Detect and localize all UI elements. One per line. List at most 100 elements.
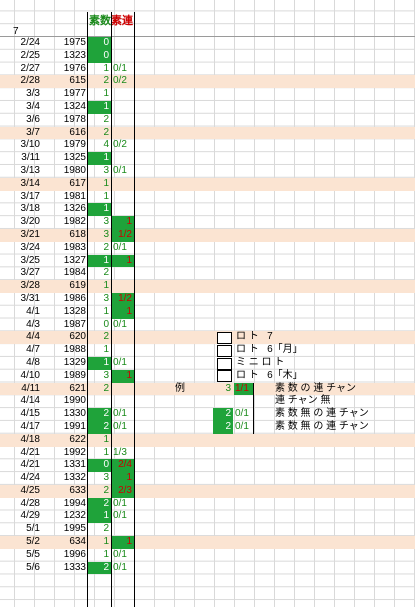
prime-streak-cell[interactable]: 1	[112, 216, 134, 229]
draw-number-cell[interactable]: 1980	[63, 164, 86, 176]
prime-count-cell[interactable]: 1	[88, 356, 111, 370]
prime-streak-cell[interactable]	[112, 127, 134, 140]
date-cell[interactable]: 4/7	[26, 344, 40, 356]
draw-number-cell[interactable]: 619	[69, 280, 86, 292]
table-row[interactable]: 4/7 1988 1	[0, 344, 415, 357]
date-cell[interactable]: 3/13	[20, 164, 40, 176]
table-row[interactable]: 3/7 616 2	[0, 126, 415, 140]
prime-count-cell[interactable]: 2	[103, 241, 109, 253]
prime-count-cell[interactable]: 1	[103, 433, 109, 445]
table-row[interactable]: 2/24 1975 0	[0, 37, 415, 50]
date-cell[interactable]: 3/25	[20, 254, 40, 266]
header-prime-count[interactable]: 素数	[89, 15, 111, 27]
prime-streak-cell[interactable]: 0/2	[113, 75, 127, 87]
draw-number-cell[interactable]: 1327	[63, 254, 86, 266]
table-row[interactable]: 3/17 1981 1	[0, 191, 415, 204]
table-row[interactable]: 4/14 1990	[0, 395, 415, 408]
date-cell[interactable]: 4/15	[20, 408, 40, 420]
draw-number-cell[interactable]: 1331	[63, 459, 86, 471]
prime-count-cell[interactable]: 1	[103, 305, 109, 317]
table-row[interactable]: 4/25 633 2 2/3	[0, 484, 415, 498]
draw-number-cell[interactable]: 1975	[63, 37, 86, 48]
date-cell[interactable]: 3/6	[26, 113, 40, 125]
date-cell[interactable]: 2/28	[20, 75, 40, 87]
prime-count-cell[interactable]: 1	[103, 446, 109, 458]
prime-streak-cell[interactable]	[112, 331, 134, 344]
date-cell[interactable]: 4/25	[20, 484, 40, 496]
draw-number-cell[interactable]: 1996	[63, 548, 86, 560]
prime-count-cell[interactable]: 3	[103, 228, 109, 240]
table-row[interactable]: 3/13 1980 3 0/1	[0, 165, 415, 178]
prime-count-cell[interactable]: 2	[103, 331, 109, 343]
date-cell[interactable]: 3/20	[20, 216, 40, 228]
prime-streak-cell[interactable]	[112, 50, 134, 63]
prime-streak-cell[interactable]	[112, 280, 134, 293]
date-cell[interactable]: 4/21	[20, 459, 40, 471]
prime-count-cell[interactable]: 0	[88, 37, 111, 50]
prime-streak-cell[interactable]: 1	[112, 369, 134, 383]
table-row[interactable]: 4/1 1328 1 1	[0, 305, 415, 319]
draw-number-cell[interactable]: 1325	[63, 152, 86, 164]
date-cell[interactable]: 4/8	[26, 356, 40, 368]
table-row[interactable]: 4/21 1331 0 2/4	[0, 459, 415, 473]
table-row[interactable]: 4/21 1992 1 1/3	[0, 447, 415, 460]
date-cell[interactable]: 2/27	[20, 62, 40, 74]
draw-number-cell[interactable]: 1981	[63, 190, 86, 202]
prime-count-cell[interactable]: 2	[103, 523, 109, 535]
date-cell[interactable]: 4/24	[20, 472, 40, 484]
draw-number-cell[interactable]: 1992	[63, 446, 86, 458]
date-cell[interactable]: 3/10	[20, 139, 40, 151]
date-cell[interactable]: 4/3	[26, 318, 40, 330]
prime-count-cell[interactable]: 2	[103, 484, 109, 496]
prime-count-cell[interactable]: 3	[103, 292, 109, 304]
prime-count-cell[interactable]: 1	[103, 536, 109, 548]
date-cell[interactable]: 4/28	[20, 497, 40, 509]
table-row[interactable]: 4/28 1994 2 0/1	[0, 497, 415, 511]
draw-number-cell[interactable]: 1332	[63, 472, 86, 484]
table-row[interactable]: 3/27 1984 2	[0, 267, 415, 280]
prime-streak-cell[interactable]	[112, 267, 134, 280]
header-prime-streak[interactable]: 素連	[111, 15, 133, 27]
table-row[interactable]: 4/8 1329 1 0/1	[0, 356, 415, 370]
prime-streak-cell[interactable]: 2/3	[112, 484, 134, 498]
table-row[interactable]: 5/5 1996 1 0/1	[0, 549, 415, 562]
prime-count-cell[interactable]: 0	[88, 459, 111, 473]
draw-number-cell[interactable]: 1989	[63, 369, 86, 381]
date-cell[interactable]: 4/29	[20, 510, 40, 522]
date-cell[interactable]: 4/10	[20, 369, 40, 381]
date-cell[interactable]: 3/31	[20, 292, 40, 304]
prime-count-cell[interactable]: 3	[103, 164, 109, 176]
table-row[interactable]: 4/18 622 1	[0, 433, 415, 447]
prime-streak-cell[interactable]	[112, 37, 134, 50]
date-cell[interactable]: 4/11	[21, 382, 40, 394]
table-row[interactable]: 4/10 1989 3 1	[0, 369, 415, 383]
prime-count-cell[interactable]: 2	[103, 267, 109, 279]
prime-streak-cell[interactable]: 1	[112, 305, 134, 319]
draw-number-cell[interactable]: 622	[69, 433, 86, 445]
date-cell[interactable]: 3/28	[20, 280, 40, 292]
prime-streak-cell[interactable]	[112, 395, 134, 408]
prime-count-cell[interactable]: 1	[88, 100, 111, 114]
table-row[interactable]: 2/27 1976 1 0/1	[0, 63, 415, 76]
date-cell[interactable]: 5/6	[26, 561, 40, 573]
table-row[interactable]: 2/25 1323 0	[0, 49, 415, 63]
draw-number-cell[interactable]: 620	[69, 331, 86, 343]
date-cell[interactable]: 3/14	[20, 177, 40, 189]
draw-number-cell[interactable]: 1330	[63, 408, 86, 420]
table-row[interactable]: 3/25 1327 1 1	[0, 254, 415, 268]
draw-number-cell[interactable]: 618	[69, 228, 86, 240]
prime-streak-cell[interactable]: 0/2	[113, 139, 127, 151]
table-row[interactable]: 3/6 1978 2	[0, 114, 415, 127]
table-row[interactable]: 4/11 621 2	[0, 382, 415, 396]
table-row[interactable]: 4/15 1330 2 0/1	[0, 408, 415, 421]
draw-number-cell[interactable]: 1990	[63, 395, 86, 407]
table-row[interactable]: 3/3 1977 1	[0, 88, 415, 101]
prime-streak-cell[interactable]: 1/3	[113, 446, 127, 458]
prime-streak-cell[interactable]: 0/1	[113, 241, 127, 253]
draw-number-cell[interactable]: 1994	[63, 497, 86, 509]
prime-streak-cell[interactable]	[112, 523, 134, 536]
date-cell[interactable]: 5/1	[26, 523, 40, 535]
draw-number-cell[interactable]: 1977	[63, 88, 86, 100]
prime-count-cell[interactable]: 1	[103, 177, 109, 189]
prime-count-cell[interactable]: 1	[88, 254, 111, 268]
